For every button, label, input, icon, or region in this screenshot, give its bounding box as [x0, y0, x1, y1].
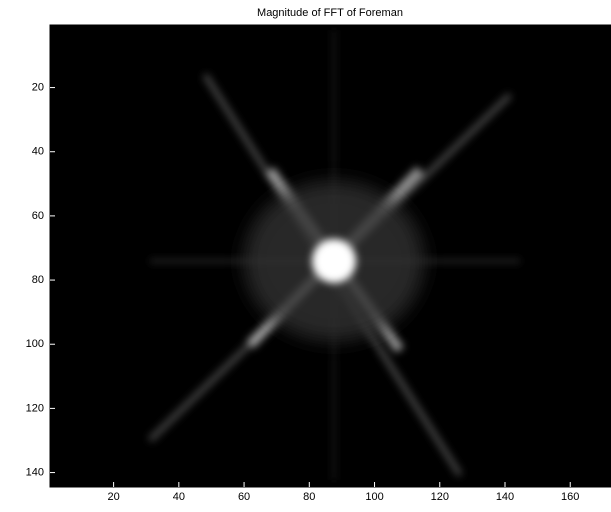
image-area — [50, 25, 611, 487]
x-tick-label: 140 — [496, 491, 514, 503]
y-tick-label: 20 — [32, 81, 44, 93]
y-tick-label: 40 — [32, 146, 44, 158]
y-tick-label: 120 — [26, 402, 44, 414]
y-tick-label: 140 — [26, 466, 44, 478]
y-tick-label: 60 — [32, 210, 44, 222]
x-tick-label: 100 — [365, 491, 383, 503]
y-tick-label: 80 — [32, 274, 44, 286]
spectrum-center — [312, 239, 356, 283]
x-tick-label: 60 — [238, 491, 250, 503]
chart: Magnitude of FFT of Foreman 20 40 60 80 100 1… — [0, 0, 611, 507]
page: {"chart_data": {"type": "image", "title"… — [0, 0, 611, 507]
x-tick-label: 80 — [303, 491, 315, 503]
y-tick-label: 100 — [26, 338, 44, 350]
x-tick-label: 40 — [173, 491, 185, 503]
chart-title: Magnitude of FFT of Foreman — [257, 7, 403, 19]
x-tick-label: 20 — [107, 491, 119, 503]
x-tick-label: 120 — [431, 491, 449, 503]
x-tick-label: 160 — [561, 491, 579, 503]
